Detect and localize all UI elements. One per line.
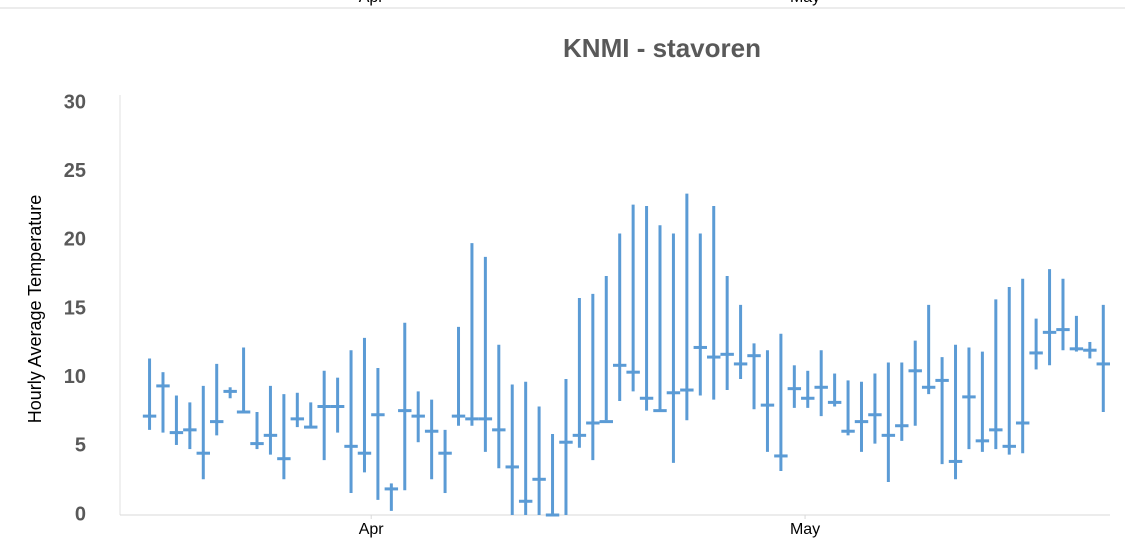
y-tick-label: 25 [64, 160, 86, 182]
y-tick-label: 10 [64, 366, 86, 388]
y-tick-label: 0 [75, 503, 86, 525]
y-tick-label: 30 [64, 91, 86, 113]
y-axis-label: Hourly Average Temperature [25, 195, 45, 423]
y-tick-label: 20 [64, 229, 86, 251]
x-tick-label: May [790, 521, 820, 538]
x-tick-label-top: Apr [359, 0, 385, 6]
y-tick-label: 15 [64, 297, 86, 319]
chart-title: KNMI - stavoren [563, 33, 761, 63]
x-tick-label: Apr [359, 521, 385, 538]
x-tick-label-top: May [790, 0, 820, 6]
y-tick-label: 5 [75, 435, 86, 457]
